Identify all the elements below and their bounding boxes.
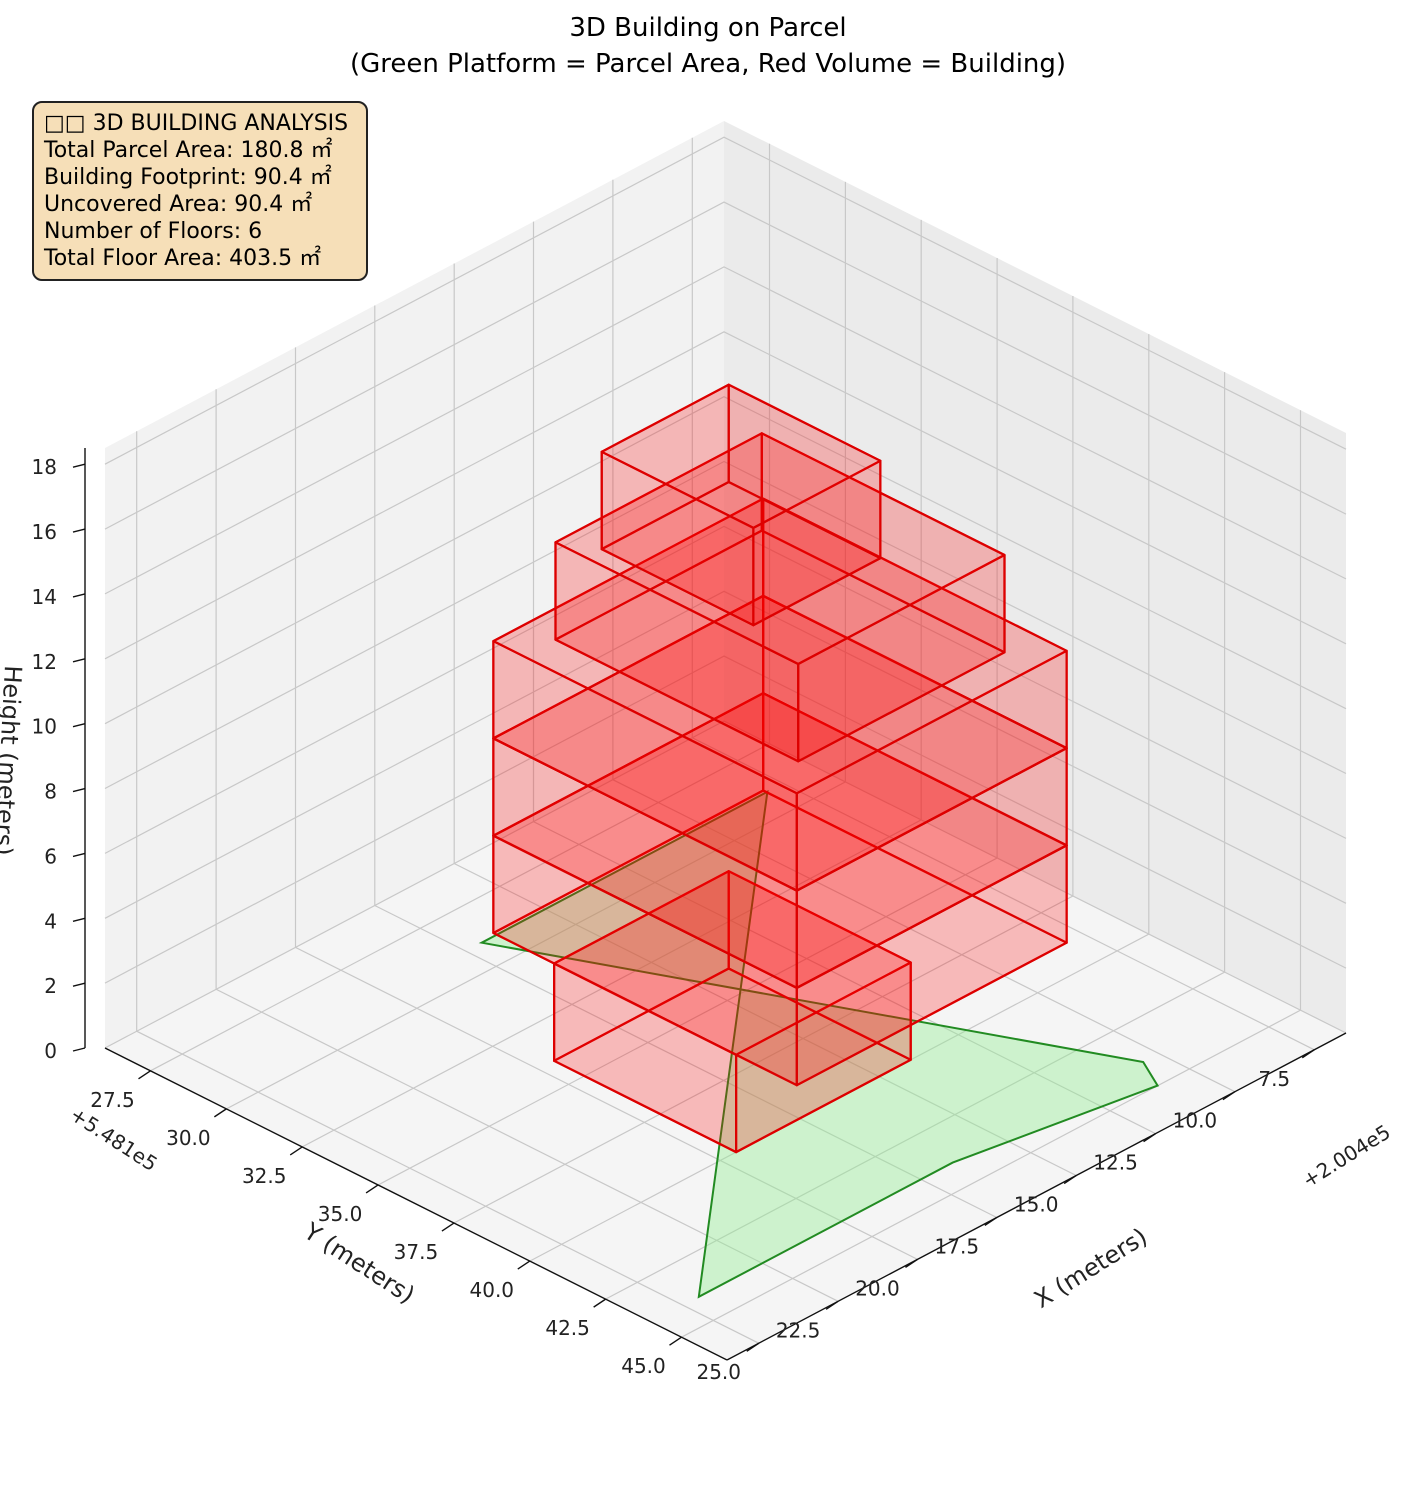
x-tick-mark — [1222, 1091, 1236, 1101]
z-tick-label: 14 — [32, 585, 57, 609]
y-tick-mark — [213, 1108, 227, 1118]
y-tick-mark — [441, 1222, 455, 1232]
x-tick-mark — [1063, 1174, 1077, 1185]
y-tick-label: 35.0 — [318, 1202, 363, 1226]
y-tick-label: 45.0 — [621, 1354, 666, 1378]
z-tick-mark — [72, 722, 86, 728]
x-axis-label: X (meters) — [1029, 1223, 1152, 1314]
back-pane-left — [105, 121, 724, 1048]
y-tick-mark — [289, 1146, 303, 1156]
z-tick-mark — [72, 528, 86, 533]
floor-face — [727, 870, 912, 1061]
info-floor-count: Number of Floors: 6 — [44, 219, 263, 244]
z-tick-label: 16 — [32, 520, 57, 544]
z-tick-mark — [72, 917, 86, 922]
z-tick-mark — [72, 463, 86, 468]
x-tick-label: 10.0 — [1173, 1109, 1218, 1133]
y-tick-label: 37.5 — [394, 1240, 439, 1264]
x-tick-mark — [825, 1300, 839, 1310]
z-tick-mark — [72, 982, 86, 987]
grid-lines — [104, 136, 1347, 1344]
x-tick-mark — [746, 1342, 760, 1352]
grid-line-z — [104, 201, 1347, 530]
z-tick-label: 4 — [44, 909, 57, 933]
x-tick-label: 15.0 — [1014, 1193, 1059, 1217]
info-building-footprint: Building Footprint: 90.4 ㎡ — [44, 165, 332, 190]
y-tick-mark — [593, 1298, 607, 1308]
grid-line-z — [104, 266, 1347, 595]
x-axis-line — [726, 1032, 1347, 1361]
floor-volume-4 — [492, 497, 1068, 892]
floor-face — [492, 639, 798, 892]
building-volume — [492, 383, 1068, 1154]
grid-line-z — [104, 590, 1347, 919]
grid-line-z — [104, 331, 1347, 660]
z-tick-label: 8 — [44, 780, 57, 804]
floor-volume-1 — [552, 870, 912, 1154]
x-tick-label: 7.5 — [1258, 1067, 1290, 1091]
z-tick-label: 12 — [32, 650, 57, 674]
grid-line-z — [104, 525, 1347, 854]
floor-volume-3 — [492, 594, 1068, 990]
chart-title-line1: 3D Building on Parcel — [569, 13, 846, 43]
floor-volume-6 — [600, 383, 882, 627]
z-tick-mark — [72, 787, 86, 793]
y-tick-mark — [669, 1336, 682, 1346]
x-tick-label: 12.5 — [1093, 1151, 1138, 1175]
z-tick-label: 0 — [44, 1039, 57, 1063]
z-tick-label: 2 — [44, 974, 57, 998]
z-tick-mark — [72, 593, 86, 598]
x-tick-mark — [905, 1258, 918, 1268]
y-tick-label: 40.0 — [470, 1278, 515, 1302]
chart-title-line2: (Green Platform = Parcel Area, Red Volum… — [350, 49, 1066, 79]
info-parcel-area: Total Parcel Area: 180.8 ㎡ — [44, 138, 333, 163]
z-tick-mark — [72, 1047, 86, 1052]
y-tick-mark — [517, 1260, 531, 1270]
floor-volume-2 — [492, 692, 1068, 1087]
x-tick-mark — [1143, 1133, 1156, 1143]
y-offset-label: +5.481e5 — [66, 1102, 162, 1176]
y-tick-mark — [365, 1184, 379, 1194]
y-tick-label: 32.5 — [242, 1164, 287, 1188]
y-tick-label: 30.0 — [166, 1126, 211, 1150]
z-tick-label: 10 — [32, 715, 57, 739]
back-pane-right — [724, 121, 1346, 1033]
x-tick-label: 25.0 — [696, 1360, 741, 1384]
z-tick-mark — [72, 658, 86, 663]
x-tick-label: 17.5 — [935, 1234, 980, 1258]
z-axis-label: Height (meters) — [0, 665, 27, 857]
axes-panes — [105, 121, 1346, 1360]
floor-pane — [105, 721, 1346, 1360]
x-offset-label: +2.004e5 — [1298, 1120, 1395, 1193]
y-tick-mark — [138, 1070, 151, 1080]
analysis-info-box: □□ 3D BUILDING ANALYSIS Total Parcel Are… — [32, 101, 368, 281]
floor-face — [600, 450, 755, 627]
grid-line-z — [104, 396, 1347, 725]
grid-line-z — [104, 136, 1347, 465]
axis-lines — [84, 448, 1347, 1361]
floor-volume-5 — [554, 432, 1006, 763]
floor-face — [760, 432, 1006, 654]
grid-line-z — [104, 460, 1347, 790]
info-heading: □□ 3D BUILDING ANALYSIS — [44, 111, 349, 136]
z-tick-label: 6 — [44, 844, 57, 868]
y-axis-line — [104, 1047, 728, 1361]
grid-line-z — [104, 720, 1347, 1049]
x-tick-label: 20.0 — [855, 1276, 900, 1300]
info-total-floor-area: Total Floor Area: 403.5 ㎡ — [44, 246, 322, 271]
x-tick-mark — [1301, 1049, 1315, 1059]
grid-line-z — [104, 655, 1347, 984]
floor-face — [727, 383, 882, 560]
tick-labels: 7.5 10.0 12.5 15.0 17.5 20.0 22.5 25.0 27.5 30.0 3… — [32, 455, 1315, 1384]
x-tick-mark — [984, 1216, 998, 1227]
y-tick-label: 27.5 — [90, 1088, 135, 1112]
info-uncovered-area: Uncovered Area: 90.4 ㎡ — [44, 192, 313, 217]
z-tick-mark — [72, 852, 86, 858]
y-tick-label: 42.5 — [545, 1316, 590, 1340]
x-tick-label: 22.5 — [776, 1318, 821, 1342]
floor-face — [554, 541, 800, 763]
z-tick-label: 18 — [32, 455, 57, 479]
